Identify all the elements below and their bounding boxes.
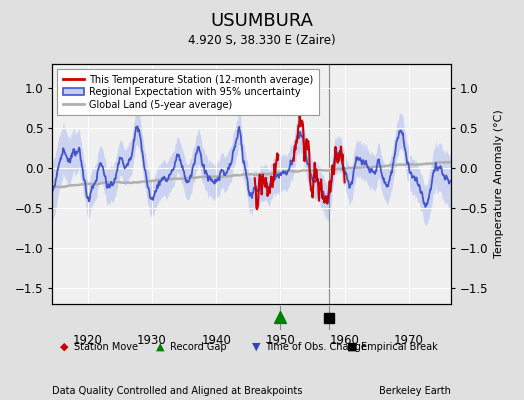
Text: ■: ■: [347, 342, 357, 352]
Text: USUMBURA: USUMBURA: [211, 12, 313, 30]
Text: 1960: 1960: [330, 334, 359, 346]
Text: Berkeley Earth: Berkeley Earth: [379, 386, 451, 396]
Text: 4.920 S, 38.330 E (Zaire): 4.920 S, 38.330 E (Zaire): [188, 34, 336, 47]
Text: Station Move: Station Move: [74, 342, 138, 352]
Y-axis label: Temperature Anomaly (°C): Temperature Anomaly (°C): [494, 110, 504, 258]
Text: ▲: ▲: [156, 342, 165, 352]
Text: Record Gap: Record Gap: [170, 342, 226, 352]
Legend: This Temperature Station (12-month average), Regional Expectation with 95% uncer: This Temperature Station (12-month avera…: [57, 69, 320, 115]
Text: ◆: ◆: [60, 342, 69, 352]
Text: Data Quality Controlled and Aligned at Breakpoints: Data Quality Controlled and Aligned at B…: [52, 386, 303, 396]
Text: 1970: 1970: [394, 334, 424, 346]
Text: 1950: 1950: [266, 334, 296, 346]
Text: 1930: 1930: [137, 334, 167, 346]
Text: 1920: 1920: [73, 334, 103, 346]
Text: Empirical Break: Empirical Break: [361, 342, 438, 352]
Text: Time of Obs. Change: Time of Obs. Change: [266, 342, 367, 352]
Text: 1940: 1940: [201, 334, 231, 346]
Text: ▼: ▼: [252, 342, 260, 352]
